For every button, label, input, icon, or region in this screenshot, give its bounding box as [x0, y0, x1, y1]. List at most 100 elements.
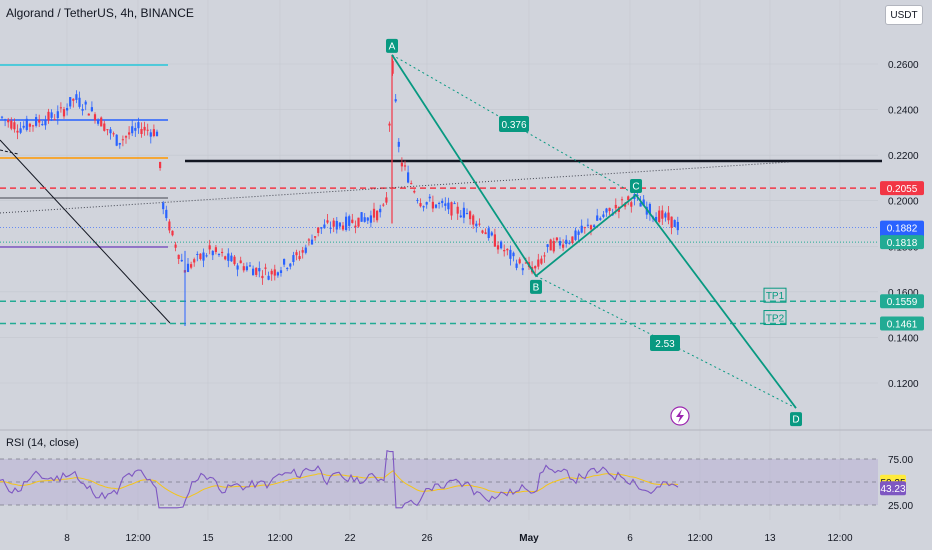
price-label: 0.1461: [880, 316, 924, 331]
candle-body: [159, 161, 162, 169]
candle-body: [295, 252, 298, 256]
candle-body: [434, 204, 438, 208]
candle-body: [571, 236, 574, 244]
candle-body: [394, 99, 397, 102]
candle-body: [214, 247, 217, 253]
take-profit-tp1: TP1: [763, 287, 787, 303]
candle-body: [217, 254, 221, 256]
candle-body: [41, 123, 44, 126]
candle-body: [354, 225, 357, 228]
candle-body: [400, 162, 403, 167]
lightning-icon[interactable]: [670, 406, 690, 426]
candle-body: [546, 244, 549, 247]
candle-body: [143, 126, 146, 131]
candle-body: [289, 263, 292, 267]
candle-body: [388, 123, 391, 126]
candle-body: [345, 216, 348, 230]
candle-body: [81, 108, 84, 111]
candle-body: [121, 139, 124, 141]
candle-body: [583, 227, 586, 229]
candle-body: [66, 108, 69, 111]
candle-body: [93, 114, 97, 121]
time-tick-label: 26: [421, 533, 433, 544]
candle-body: [174, 244, 177, 248]
svg-text:2.53: 2.53: [655, 339, 675, 350]
svg-text:D: D: [792, 415, 799, 426]
candle-body: [661, 210, 664, 219]
candle-body: [202, 252, 205, 261]
candle-body: [565, 239, 568, 244]
candle-body: [459, 215, 462, 218]
candle-body: [190, 264, 193, 268]
candle-body: [38, 119, 41, 123]
candle-body: [596, 215, 599, 221]
candle-body: [366, 217, 369, 221]
candle-body: [152, 129, 155, 137]
candle-body: [376, 210, 379, 221]
candle-body: [227, 253, 230, 261]
candle-body: [422, 206, 425, 208]
candle-body: [301, 250, 304, 253]
candle-body: [31, 125, 35, 127]
harmonic-pattern: A B C D 0.376 2.53 TP1 TP2: [386, 38, 802, 427]
candle-body: [658, 210, 661, 223]
rsi-ma-line: [0, 470, 679, 499]
candle-body: [186, 263, 190, 272]
svg-text:43.23: 43.23: [880, 484, 905, 495]
candle-body: [379, 208, 382, 213]
candle-body: [385, 197, 388, 203]
candle-body: [469, 211, 472, 220]
candle-body: [177, 254, 180, 259]
price-tick-label: 0.2200: [888, 151, 919, 162]
candle-body: [438, 202, 441, 204]
take-profit-tp2: TP2: [763, 310, 787, 326]
candle-body: [0, 116, 4, 118]
candle-body: [431, 201, 434, 209]
candle-body: [242, 266, 245, 271]
candle-body: [7, 119, 10, 123]
candle-body: [500, 241, 503, 249]
candle-body: [236, 265, 239, 270]
time-axis[interactable]: 8 12:00 15 12:00 22 26 May 6 12:00 13 12:00: [64, 533, 853, 544]
candle-body: [552, 240, 555, 252]
candle-body: [493, 234, 496, 247]
candle-body: [317, 227, 320, 233]
candle-body: [307, 239, 310, 241]
price-tick-label: 0.1200: [888, 379, 919, 390]
candle-body: [475, 223, 478, 227]
candle-body: [75, 94, 78, 100]
candle-body: [441, 200, 444, 204]
candle-body: [320, 227, 323, 229]
candle-body: [16, 130, 19, 133]
candle-body: [233, 256, 236, 265]
candle-body: [211, 250, 214, 256]
candle-body: [506, 248, 509, 251]
candle-body: [624, 203, 627, 207]
candle-body: [28, 123, 31, 127]
time-tick-label: May: [519, 533, 539, 544]
candle-body: [90, 107, 93, 112]
candle-body: [357, 217, 360, 227]
candle-body: [428, 196, 431, 199]
candle-body: [599, 218, 602, 220]
price-tick-label: 0.2000: [888, 197, 919, 208]
pattern-point-b: B: [530, 279, 542, 294]
candle-body: [627, 196, 630, 201]
candle-body: [605, 208, 608, 213]
candle-body: [304, 247, 307, 253]
candle-body: [252, 268, 255, 276]
price-label: 0.2055: [880, 181, 924, 196]
candle-body: [512, 252, 515, 257]
candle-body: [124, 136, 128, 138]
candle-body: [403, 165, 407, 167]
candle-body: [490, 232, 493, 236]
candle-body: [515, 263, 518, 268]
price-tick-label: 0.1400: [888, 333, 919, 344]
currency-button[interactable]: USDT: [885, 5, 923, 25]
candle-body: [589, 225, 593, 230]
candle-body: [131, 126, 134, 134]
candle-body: [562, 244, 565, 248]
candle-body: [456, 206, 459, 214]
candle-body: [642, 199, 645, 206]
